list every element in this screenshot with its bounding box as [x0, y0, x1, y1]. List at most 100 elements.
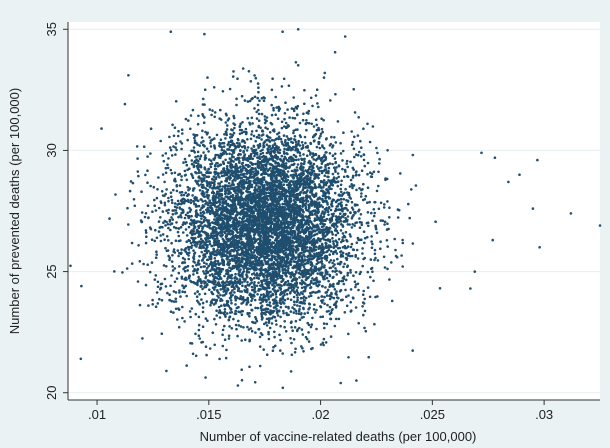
data-point: [222, 162, 226, 165]
data-point: [197, 323, 201, 327]
data-point: [256, 96, 260, 100]
data-point: [219, 234, 222, 237]
data-point: [214, 171, 217, 174]
data-point: [279, 315, 282, 319]
data-point: [324, 341, 328, 344]
data-point: [315, 145, 319, 149]
data-point: [220, 230, 223, 233]
data-point: [394, 248, 397, 252]
data-point: [185, 364, 188, 367]
data-point: [69, 264, 72, 268]
data-point: [278, 203, 281, 206]
data-point: [178, 191, 182, 194]
data-point: [227, 304, 231, 308]
data-point: [285, 135, 289, 138]
data-point: [146, 169, 149, 172]
data-point: [133, 204, 137, 208]
data-point: [351, 208, 355, 211]
data-point: [227, 140, 231, 144]
data-point: [181, 305, 184, 309]
data-point: [255, 276, 259, 280]
data-point: [282, 227, 286, 230]
data-point: [366, 270, 370, 274]
data-point: [188, 206, 191, 210]
data-point: [289, 310, 293, 313]
data-point: [200, 217, 203, 220]
data-point: [146, 181, 149, 184]
data-point: [345, 203, 348, 207]
data-point: [189, 198, 193, 202]
data-point: [333, 157, 337, 160]
data-point: [318, 137, 321, 140]
data-point: [331, 162, 334, 166]
data-point: [322, 76, 326, 79]
data-point: [334, 233, 338, 237]
data-point: [184, 228, 188, 231]
data-point: [201, 310, 205, 314]
data-point: [174, 300, 178, 303]
data-point: [241, 275, 244, 279]
data-point: [307, 302, 311, 306]
data-point: [355, 241, 359, 244]
data-point: [324, 269, 328, 273]
data-point: [265, 239, 268, 243]
data-point: [256, 205, 260, 209]
data-point: [161, 233, 165, 236]
data-point: [294, 61, 298, 64]
data-point: [210, 273, 214, 276]
data-point: [243, 145, 246, 148]
data-point: [196, 290, 200, 293]
data-point: [270, 113, 274, 117]
data-point: [331, 270, 335, 273]
data-point: [177, 325, 181, 329]
data-point: [339, 152, 343, 155]
data-point: [198, 337, 201, 340]
data-point: [261, 333, 264, 337]
data-point: [228, 259, 232, 263]
data-point: [213, 144, 216, 147]
data-point: [219, 288, 222, 291]
data-point: [339, 141, 342, 145]
data-point: [304, 202, 308, 205]
data-point: [197, 204, 201, 208]
data-point: [169, 228, 172, 232]
data-point: [143, 215, 147, 219]
data-point: [286, 220, 290, 224]
data-point: [341, 225, 345, 228]
data-point: [235, 97, 238, 101]
data-point: [238, 128, 242, 132]
data-point: [204, 156, 208, 160]
data-point: [170, 241, 173, 245]
data-point: [178, 291, 181, 294]
data-point: [128, 189, 132, 193]
data-point: [289, 298, 293, 302]
data-point: [197, 169, 201, 172]
data-point: [206, 258, 210, 262]
data-point: [247, 70, 251, 73]
data-point: [307, 340, 311, 343]
data-point: [175, 221, 178, 224]
data-point: [285, 152, 289, 155]
data-point: [313, 183, 317, 186]
data-point: [226, 288, 230, 291]
data-point: [221, 328, 225, 332]
data-point: [342, 282, 346, 286]
data-point: [203, 292, 207, 296]
data-point: [285, 199, 288, 202]
data-point: [358, 187, 361, 190]
data-point: [223, 312, 226, 316]
data-point: [362, 313, 365, 317]
data-point: [208, 158, 211, 161]
data-point: [132, 198, 136, 201]
data-point: [323, 295, 326, 299]
data-point: [319, 305, 322, 308]
data-point: [151, 210, 154, 213]
data-point: [232, 131, 236, 135]
data-point: [321, 315, 325, 319]
data-point: [243, 172, 246, 176]
data-point: [371, 125, 375, 128]
data-point: [200, 250, 203, 254]
data-point: [318, 239, 322, 243]
data-point: [170, 260, 174, 263]
data-point: [298, 293, 301, 296]
